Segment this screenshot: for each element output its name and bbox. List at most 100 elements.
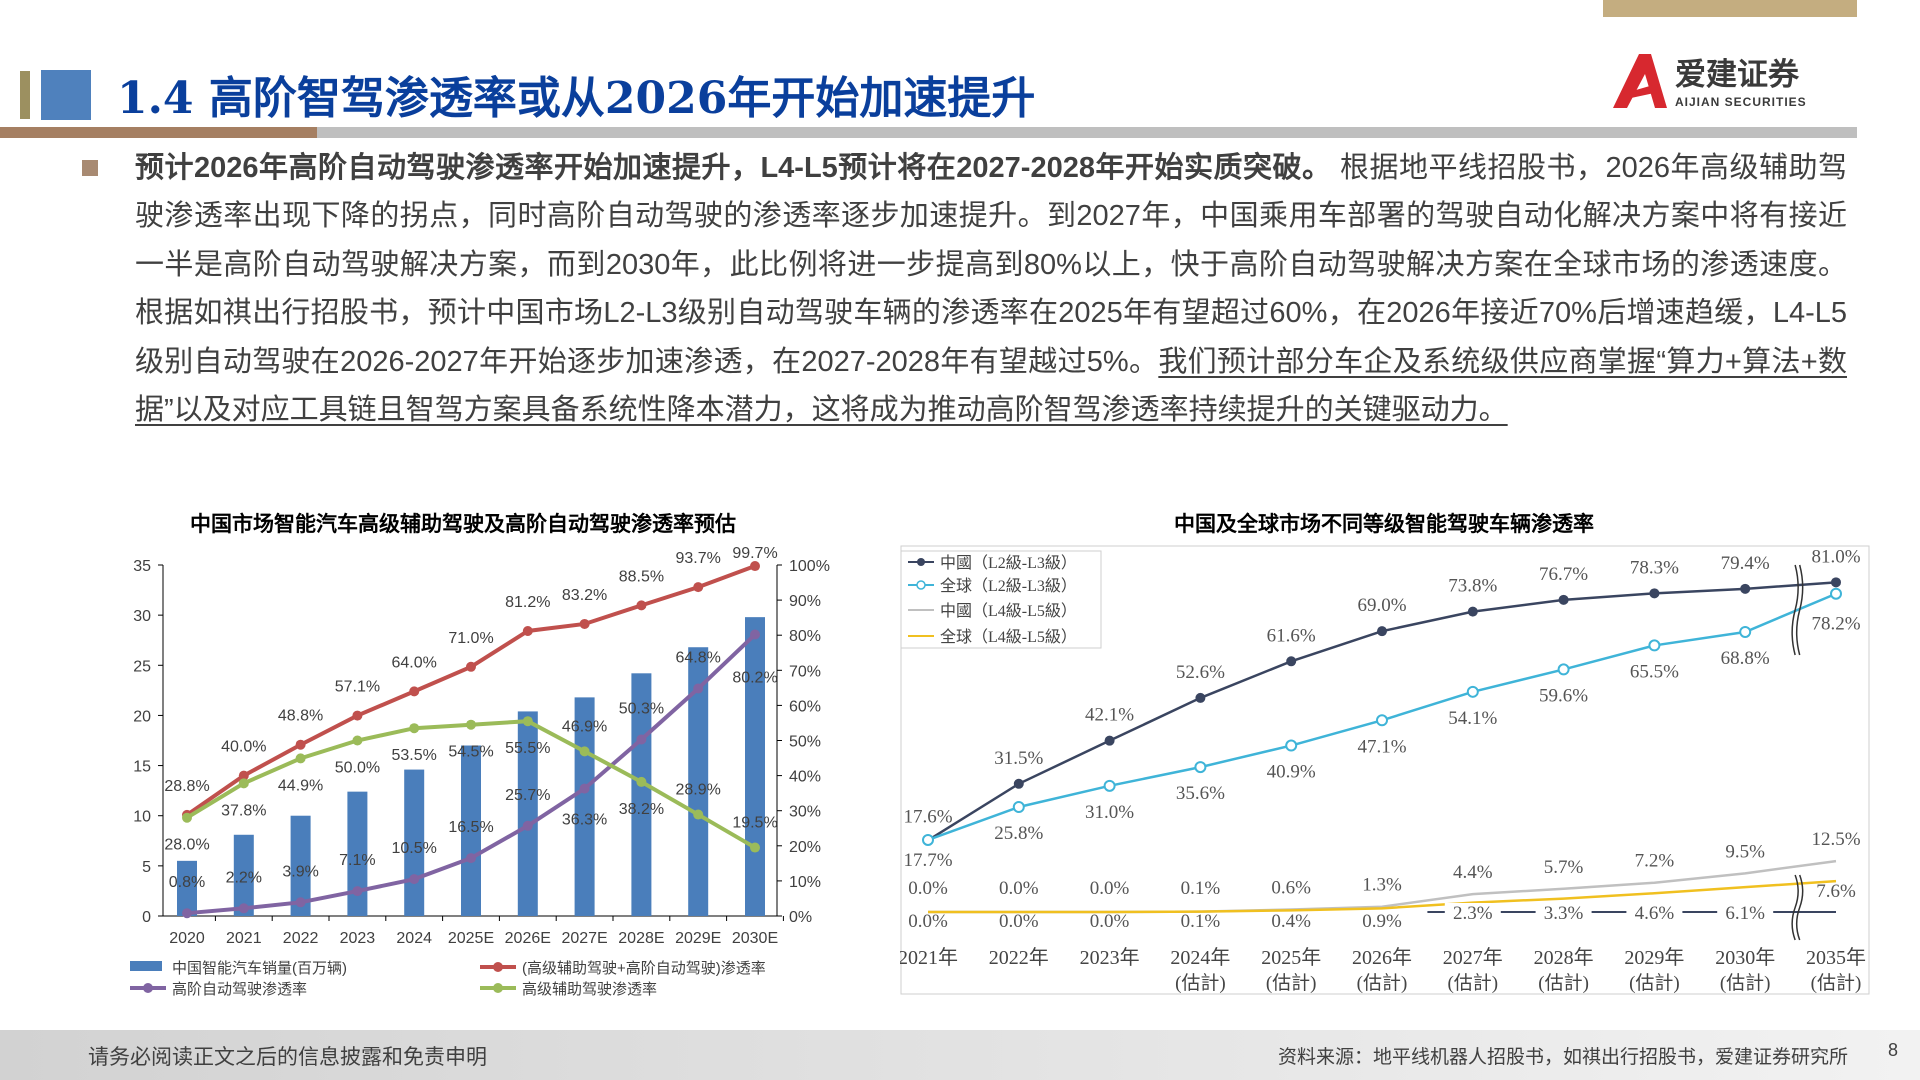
right-tick-label: 20% [789, 839, 821, 856]
point-series-3 [636, 776, 647, 787]
left-tick-label: 0 [142, 909, 151, 926]
left-tick-label: 35 [133, 558, 151, 575]
data-label-global-l4l5: 4.6% [1635, 903, 1675, 924]
data-label-china-l2l3: 78.3% [1630, 557, 1679, 578]
data-label: 19.5% [732, 815, 777, 832]
x-tick-sublabel: (估計) [1266, 972, 1317, 994]
label-mask [1535, 903, 1592, 923]
footer-bar [0, 1030, 1920, 1080]
data-label-global-l2l3: 31.0% [1085, 802, 1134, 823]
point-series-1 [693, 582, 704, 593]
point-series-1 [750, 561, 760, 572]
point-series-3 [182, 812, 192, 823]
axis-break-mark [1795, 564, 1804, 656]
data-label-china-l4l5: 12.5% [1811, 829, 1860, 850]
point-global-l2l3 [1194, 761, 1207, 774]
point-series-3 [409, 723, 420, 734]
data-label: 88.5% [619, 568, 664, 585]
point-series-3 [466, 719, 476, 730]
right-tick-label: 10% [789, 874, 821, 891]
point-series-3 [522, 716, 533, 727]
left-chart-penetration-forecast: 0 5 10 15 20 25 30 35 0% 10% 20% 30% 40% 50% 60% 70% 80%… [130, 545, 830, 998]
right-chart-title: 中国及全球市场不同等级智能驾驶车辆渗透率 [1174, 513, 1594, 536]
label-mask [1626, 903, 1683, 923]
header-divider [317, 127, 1857, 138]
legend-label: 高阶自动驾驶渗透率 [172, 981, 307, 998]
point-global-l2l3 [1376, 714, 1388, 727]
point-global-l2l3 [1103, 779, 1116, 792]
data-label: 3.9% [282, 863, 318, 880]
footer-source: 资料来源：地平线机器人招股书，如祺出行招股书，爱建证券研究所 [1277, 1047, 1848, 1068]
data-label: 2.2% [226, 869, 262, 886]
data-label: 46.9% [562, 718, 607, 735]
data-label-global-l4l5: 3.3% [1544, 903, 1584, 924]
legend-label: 高级辅助驾驶渗透率 [522, 981, 657, 998]
data-label: 64.8% [676, 650, 721, 667]
right-tick-label: 80% [789, 628, 821, 645]
data-label: 71.0% [448, 630, 493, 647]
data-label-china-l4l5: 0.6% [1271, 878, 1311, 899]
x-tick-sublabel: (估計) [1447, 972, 1498, 994]
point-series-1 [522, 625, 533, 636]
point-series-2 [466, 853, 476, 864]
bar-sales-2025E [461, 745, 481, 916]
axis-break-mark [1791, 564, 1799, 656]
legend-label: 全球（L4級-L5級） [940, 628, 1077, 646]
point-china-l2l3 [1286, 656, 1297, 667]
point-series-3 [693, 809, 704, 820]
data-label: 40.0% [221, 739, 266, 756]
data-label-global-l4l5: 0.0% [908, 911, 948, 932]
data-label-global-l4l5: 2.3% [1453, 903, 1493, 924]
point-global-l2l3 [1285, 739, 1298, 752]
point-series-1 [295, 739, 306, 750]
data-label-global-l2l3: 54.1% [1448, 708, 1497, 729]
x-tick-sublabel: (估計) [1357, 972, 1408, 994]
data-label-china-l2l3: 42.1% [1085, 705, 1134, 726]
x-tick-label: 2022 [283, 930, 319, 947]
point-series-1 [238, 770, 249, 781]
x-tick-label: 2021年 [900, 946, 958, 969]
x-tick-label: 2023 [340, 930, 376, 947]
data-label: 55.5% [505, 740, 550, 757]
x-tick-label: 2021 [226, 930, 262, 947]
x-tick-label: 2029E [675, 930, 721, 947]
x-tick-sublabel: (估計) [1720, 972, 1771, 994]
bar-sales-2029E [688, 647, 709, 916]
point-series-2 [182, 908, 192, 919]
data-label: 36.3% [562, 812, 607, 829]
left-tick-label: 30 [133, 608, 151, 625]
right-tick-label: 30% [789, 804, 821, 821]
point-series-1 [466, 661, 476, 672]
data-label-china-l4l5: 0.1% [1181, 878, 1221, 899]
bar-sales-2022 [290, 815, 311, 916]
data-label: 7.1% [339, 852, 375, 869]
x-tick-label: 2027年 [1443, 946, 1503, 969]
point-china-l2l3 [1377, 626, 1387, 637]
point-series-2 [522, 820, 533, 831]
x-tick-label: 2028E [618, 930, 664, 947]
legend-swatch-bar [130, 961, 162, 971]
x-tick-label: 2030年 [1715, 946, 1775, 969]
data-label-global-l2l3: 65.5% [1630, 661, 1679, 682]
legend-label: 中國（L2級-L3級） [940, 554, 1077, 572]
data-label-china-l2l3: 76.7% [1539, 564, 1588, 585]
body-conclusion-underlined: 我们预计部分车企及系统级供应商掌握“算力+算法+数据”以及对应工具链且智驾方案具… [135, 345, 1847, 427]
bar-sales-2021 [233, 834, 254, 916]
data-label-global-l4l5: 7.6% [1816, 881, 1856, 902]
data-label-china-l4l5: 5.7% [1544, 857, 1584, 878]
page-number: 8 [1887, 1040, 1898, 1060]
right-tick-label: 100% [789, 558, 830, 575]
point-series-1 [636, 600, 647, 611]
right-tick-label: 40% [789, 769, 821, 786]
data-label: 93.7% [676, 550, 721, 567]
x-tick-label: 2027E [561, 930, 607, 947]
data-label-china-l2l3: 52.6% [1176, 662, 1225, 683]
data-label: 48.8% [278, 708, 323, 725]
point-series-2 [693, 683, 704, 694]
legend-label: 中国智能汽车销量(百万辆) [172, 959, 347, 977]
data-label-global-l2l3: 47.1% [1357, 736, 1406, 757]
data-label-global-l4l5: 6.1% [1725, 903, 1765, 924]
body-lead-bold: 预计2026年高阶自动驾驶渗透率开始加速提升，L4-L5预计将在2027-202… [135, 152, 1332, 184]
x-tick-label: 2029年 [1624, 946, 1684, 969]
data-label: 54.5% [448, 744, 493, 761]
